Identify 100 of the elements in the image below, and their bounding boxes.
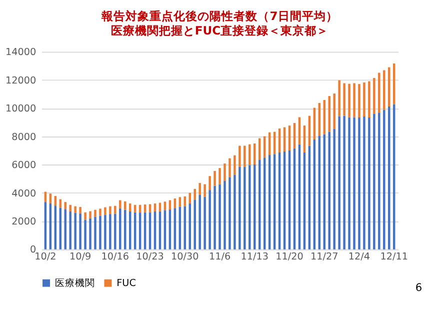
bar <box>134 204 136 212</box>
bar <box>348 117 350 250</box>
bar <box>79 213 82 250</box>
bar <box>214 171 216 186</box>
bar <box>148 212 152 250</box>
bar <box>49 194 52 204</box>
x-tick-label: 12/4 <box>348 251 370 262</box>
x-tick-label: 11/20 <box>276 251 304 262</box>
x-tick-label: 11/13 <box>240 251 269 262</box>
bar <box>323 100 326 134</box>
bar <box>164 210 166 250</box>
x-tick-label: 10/23 <box>136 251 164 262</box>
bar <box>174 208 176 250</box>
bar <box>114 214 116 250</box>
bar <box>373 78 376 114</box>
x-tick-label: 10/2 <box>34 251 56 262</box>
bar <box>158 211 162 250</box>
x-tick-label: 11/27 <box>310 251 338 262</box>
bar <box>198 183 201 195</box>
bar <box>338 80 340 116</box>
bar <box>104 207 106 216</box>
bar <box>84 220 86 250</box>
bar <box>244 166 246 250</box>
bar <box>208 176 211 190</box>
bar <box>44 192 47 202</box>
bar <box>293 123 296 148</box>
bar <box>104 215 106 250</box>
bar <box>283 127 286 152</box>
x-tick-label: 10/30 <box>171 251 199 262</box>
bar <box>348 84 350 118</box>
bar <box>338 116 340 250</box>
bar <box>308 146 311 250</box>
bar <box>214 186 216 250</box>
bar <box>178 206 182 250</box>
bar <box>198 194 201 250</box>
y-tick-label: 6000 <box>12 160 36 172</box>
bar <box>194 200 196 250</box>
bar <box>333 128 336 250</box>
bar <box>228 177 231 250</box>
bar <box>343 83 346 116</box>
bar <box>154 212 156 250</box>
bar <box>128 212 132 250</box>
bar <box>119 208 122 250</box>
bar <box>94 210 96 217</box>
bar <box>358 84 360 118</box>
y-tick-label: 4000 <box>12 188 36 200</box>
bar <box>333 94 336 129</box>
bar <box>254 143 256 165</box>
bar <box>368 81 370 118</box>
bar <box>368 118 370 250</box>
bar <box>109 214 112 250</box>
x-tick-label: 11/6 <box>208 251 231 262</box>
bar <box>383 70 386 110</box>
bar <box>208 190 211 250</box>
legend-label: FUC <box>116 278 136 289</box>
bar <box>44 202 47 250</box>
bar <box>89 211 92 218</box>
bar <box>238 146 241 167</box>
y-tick-label: 10000 <box>6 104 36 115</box>
bar <box>194 188 196 200</box>
x-tick-label: 10/9 <box>69 251 92 262</box>
bar <box>138 204 142 212</box>
bar <box>363 82 366 117</box>
bar <box>328 132 330 250</box>
bar <box>298 117 301 144</box>
bar <box>109 206 112 214</box>
bar <box>89 218 92 250</box>
bar <box>244 146 246 167</box>
bar <box>323 134 326 250</box>
bar <box>64 209 66 250</box>
bar <box>99 216 102 250</box>
chart-subtitle: 医療機関把握とFUC直接登録＜東京都＞ <box>110 23 329 38</box>
y-tick-label: 8000 <box>12 132 36 143</box>
bar <box>248 144 251 166</box>
bar <box>49 203 52 250</box>
bar <box>54 206 57 250</box>
bar <box>353 83 356 118</box>
bar <box>84 212 86 220</box>
bar <box>254 164 256 250</box>
bar <box>224 181 226 250</box>
bar <box>248 165 251 250</box>
bar <box>69 212 72 250</box>
bar <box>204 184 206 197</box>
bar <box>353 117 356 250</box>
bar <box>373 114 376 250</box>
bar <box>328 96 330 132</box>
bar <box>74 212 76 250</box>
bar <box>363 116 366 250</box>
legend-label: 医療機関 <box>54 276 95 289</box>
bar <box>99 208 102 216</box>
bar <box>218 168 221 184</box>
chart-title: 報告対象重点化後の陽性者数（7日間平均） <box>100 8 338 23</box>
bar <box>64 202 66 210</box>
bar <box>224 164 226 182</box>
bar <box>168 210 172 250</box>
bar <box>184 196 186 206</box>
bar <box>74 206 76 213</box>
bar <box>114 206 116 214</box>
text: 6 <box>415 282 422 294</box>
bar <box>119 200 122 208</box>
